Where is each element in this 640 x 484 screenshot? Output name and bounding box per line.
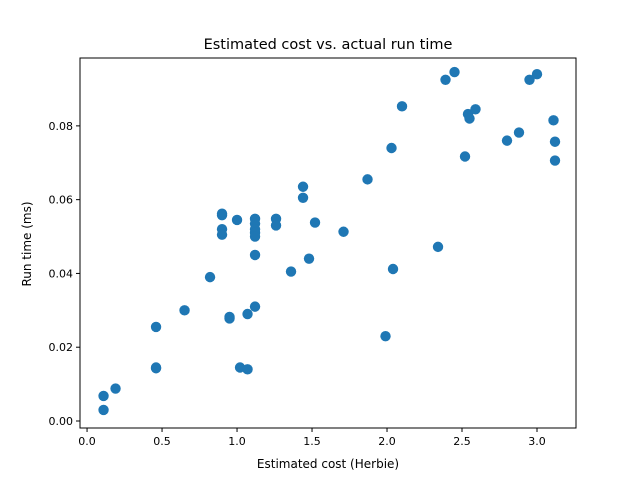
scatter-point <box>98 404 109 416</box>
scatter-point <box>386 142 397 154</box>
scatter-point <box>231 214 243 226</box>
x-tick-label: 2.5 <box>453 435 471 448</box>
x-axis-label: Estimated cost (Herbie) <box>257 457 399 471</box>
scatter-point <box>179 305 190 316</box>
scatter-point <box>216 229 228 240</box>
scatter-point <box>297 192 309 204</box>
scatter-point <box>362 174 373 185</box>
scatter-point <box>432 241 444 253</box>
scatter-point <box>249 249 261 261</box>
scatter-point <box>338 226 349 237</box>
scatter-point <box>150 362 162 373</box>
scatter-point <box>303 253 315 264</box>
x-tick-label: 1.5 <box>303 435 321 448</box>
scatter-point <box>387 263 399 275</box>
y-tick-label: 0.00 <box>49 415 74 428</box>
y-tick-label: 0.06 <box>49 194 74 207</box>
scatter-point <box>380 330 391 342</box>
x-tick-label: 2.0 <box>378 435 396 448</box>
x-tick-label: 3.0 <box>528 435 546 448</box>
scatter-point <box>297 181 309 192</box>
scatter-point <box>396 101 408 112</box>
scatter-point <box>549 136 561 147</box>
scatter-point <box>224 311 235 323</box>
scatter-point <box>549 155 561 166</box>
y-tick-label: 0.04 <box>49 267 74 280</box>
chart-title: Estimated cost vs. actual run time <box>204 37 453 53</box>
scatter-point <box>309 217 321 228</box>
scatter-point <box>513 127 525 138</box>
x-tick-label: 1.0 <box>228 435 246 448</box>
scatter-point <box>249 231 261 242</box>
y-axis-label: Run time (ms) <box>20 201 34 286</box>
x-tick-label: 0.0 <box>78 435 96 448</box>
y-tick-label: 0.08 <box>49 120 74 133</box>
y-tick-label: 0.02 <box>49 341 74 354</box>
scatter-point <box>242 364 253 375</box>
scatter-point <box>249 301 261 312</box>
x-tick-label: 0.5 <box>153 435 171 448</box>
scatter-point <box>524 74 535 85</box>
scatter-point <box>285 266 297 277</box>
scatter-point <box>98 390 109 402</box>
scatter-point <box>150 321 162 333</box>
scatter-point <box>242 308 253 320</box>
scatter-point <box>216 209 228 221</box>
scatter-point <box>548 115 559 126</box>
scatter-point <box>464 113 475 124</box>
scatter-point <box>459 151 471 162</box>
scatter-point <box>449 66 460 78</box>
scatter-point <box>270 220 282 231</box>
scatter-point <box>470 104 481 115</box>
scatter-point <box>440 74 451 85</box>
scatter-point <box>110 383 121 394</box>
scatter-point <box>501 135 513 146</box>
scatter-point <box>204 271 216 283</box>
scatter-point <box>531 69 543 80</box>
plot-frame <box>79 57 577 429</box>
